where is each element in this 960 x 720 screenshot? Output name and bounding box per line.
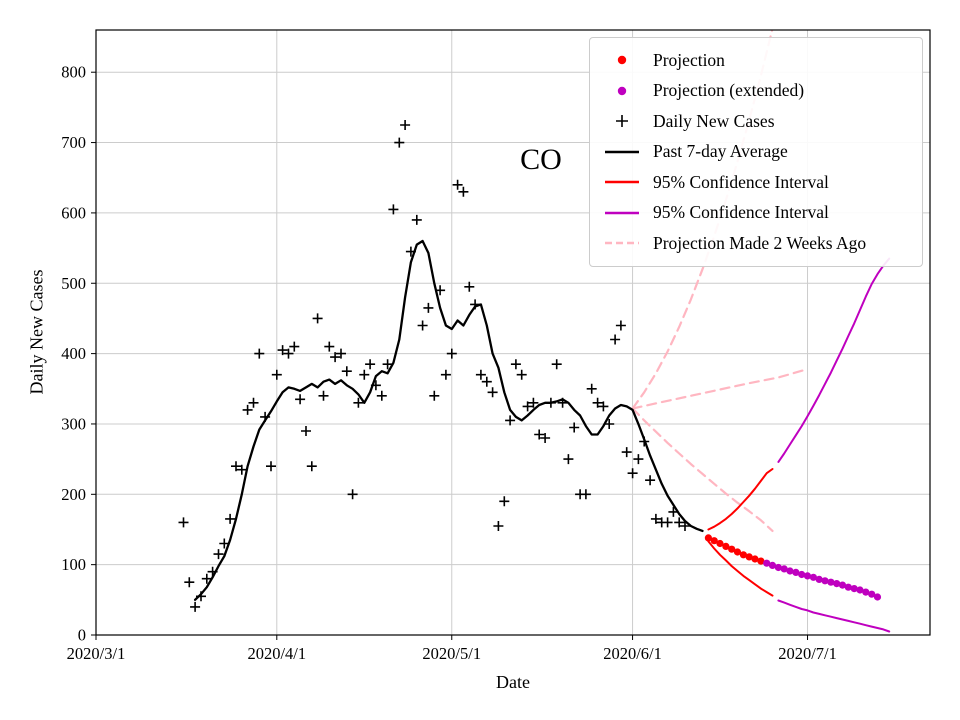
legend-item: Projection Made 2 Weeks Ago (600, 228, 912, 259)
projection-2wk-ago-upper-series (631, 30, 774, 410)
past-7day-average-series (193, 239, 704, 601)
y-tick-label: 200 (61, 485, 86, 504)
x-axis-label: Date (496, 672, 530, 692)
legend-item: 95% Confidence Interval (600, 198, 912, 229)
x-tick-label: 2020/7/1 (778, 644, 837, 663)
legend-item: 95% Confidence Interval (600, 167, 912, 198)
legend-label: 95% Confidence Interval (653, 171, 829, 192)
legend-label: Daily New Cases (653, 110, 775, 131)
old-projection-marker-icon (600, 233, 644, 253)
legend-item: Past 7-day Average (600, 137, 912, 168)
x-tick-label: 2020/5/1 (422, 644, 481, 663)
legend-label: Past 7-day Average (653, 141, 788, 162)
y-tick-label: 800 (61, 63, 86, 82)
legend-label: Projection (extended) (653, 80, 805, 101)
legend-label: Projection (653, 49, 725, 70)
ci-magenta-marker-icon (600, 203, 644, 223)
y-tick-label: 400 (61, 344, 86, 363)
ci-95-magenta-lower-series (777, 599, 891, 633)
state-annotation: CO (520, 143, 562, 176)
avg-line-marker-icon (600, 142, 644, 162)
legend-label: Projection Made 2 Weeks Ago (653, 232, 867, 253)
axis-ticks: 0 100 200 300 400 500 600 700 800 2020/3/1 2020/4/… (61, 63, 837, 663)
legend-item: Projection (extended) (600, 76, 912, 107)
legend-item: Daily New Cases (600, 106, 912, 137)
y-tick-label: 100 (61, 555, 86, 574)
y-tick-label: 0 (78, 626, 86, 645)
projection-extended-marker-icon (600, 81, 644, 101)
y-tick-label: 600 (61, 203, 86, 222)
x-tick-label: 2020/3/1 (67, 644, 126, 663)
y-tick-label: 300 (61, 414, 86, 433)
gridlines (95, 30, 930, 636)
legend: Projection Projection (extended) Daily N… (589, 37, 923, 267)
plot-frame (95, 29, 931, 636)
y-axis-label: Daily New Cases (26, 269, 47, 395)
projection-series (704, 534, 765, 565)
ci-95-magenta-upper-series (777, 257, 891, 463)
daily-new-cases-marker-icon (600, 111, 644, 131)
projection-marker-icon (600, 50, 644, 70)
y-tick-label: 700 (61, 133, 86, 152)
daily-new-cases-series (178, 120, 690, 612)
x-tick-label: 2020/4/1 (247, 644, 306, 663)
ci-95-red-lower-series (707, 540, 774, 597)
legend-item: Projection (600, 45, 912, 76)
projection-2wk-ago-median-series (631, 368, 809, 410)
projection-2wk-ago-lower-series (631, 407, 774, 533)
series-layer (178, 30, 891, 633)
x-tick-label: 2020/6/1 (603, 644, 662, 663)
legend-label: 95% Confidence Interval (653, 202, 829, 223)
ci-red-marker-icon (600, 172, 644, 192)
ci-95-red-upper-series (707, 468, 774, 531)
y-tick-label: 500 (61, 274, 86, 293)
projection-extended-series (763, 559, 882, 601)
